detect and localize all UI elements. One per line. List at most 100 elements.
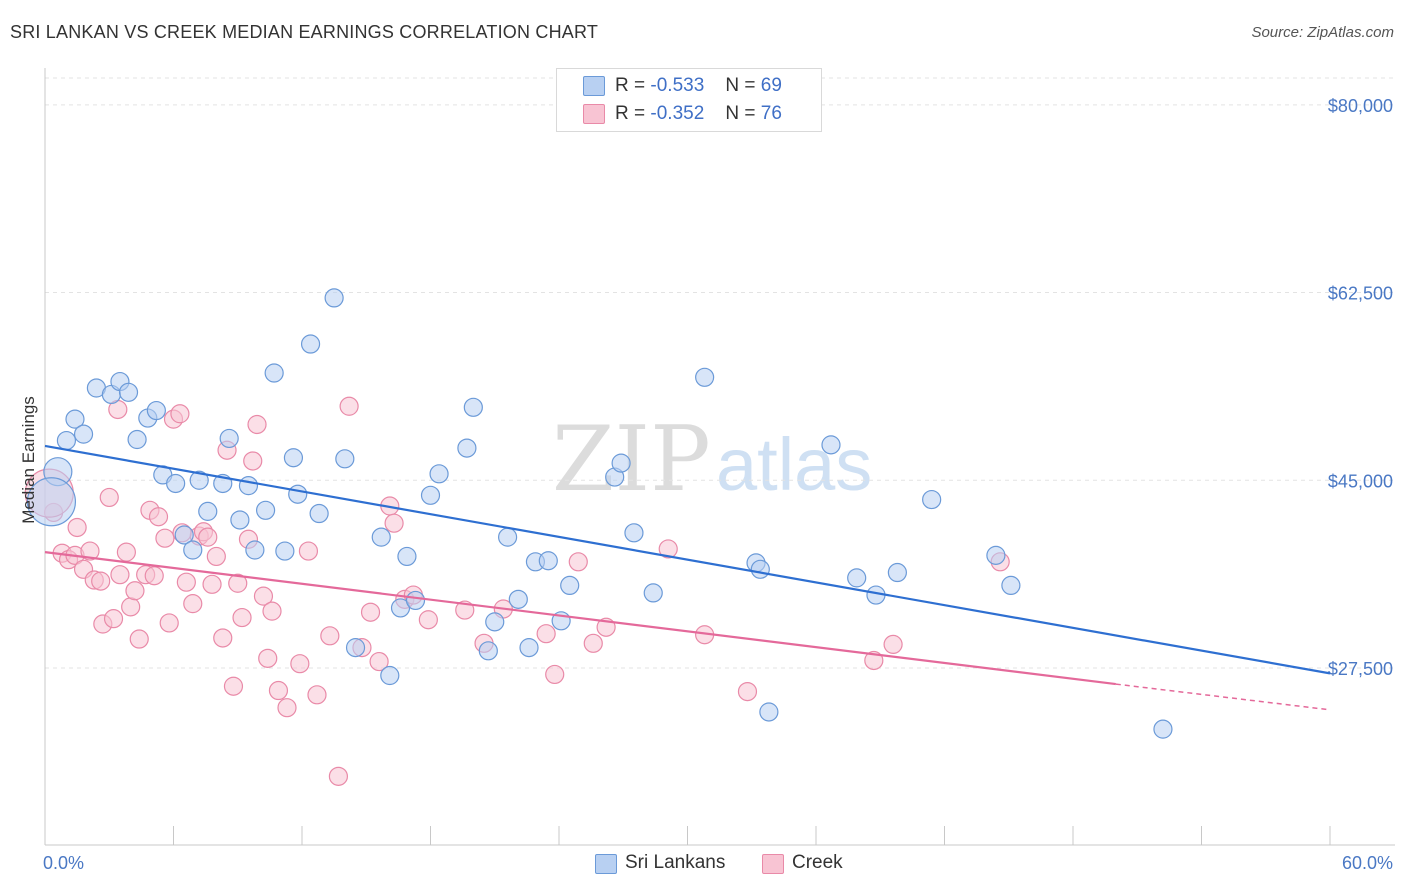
sri-lankans-point	[463, 397, 483, 417]
sri-lankans-point	[288, 484, 308, 504]
sri-lankans-point	[345, 638, 366, 658]
sri-lankans-point	[127, 429, 147, 450]
sri-lankans-point	[643, 583, 663, 603]
creek-point	[658, 539, 678, 559]
creek-point	[198, 527, 218, 547]
legend-r-label: R =	[615, 75, 646, 96]
x-tick-label: 0.0%	[43, 853, 84, 873]
sri-lankans-point	[230, 510, 250, 530]
sri-lankans-point	[255, 500, 276, 520]
creek-point	[298, 541, 319, 561]
source-label: Source: ZipAtlas.com	[1251, 24, 1394, 41]
creek-point	[148, 507, 169, 527]
creek-point	[583, 633, 603, 653]
sri-lankans-point	[390, 598, 411, 618]
creek-point	[268, 680, 289, 701]
sri-lankans-point	[118, 382, 139, 402]
creek-point	[99, 487, 119, 508]
sri-lankans-point	[405, 590, 426, 611]
sri-lankans-point	[519, 638, 539, 658]
creek-point	[277, 698, 297, 718]
creek-point	[232, 607, 252, 628]
creek-point	[369, 651, 389, 672]
creek-point	[110, 565, 130, 585]
creek-point	[176, 572, 196, 592]
sri-lankans-point	[56, 430, 77, 451]
creek-point	[384, 513, 404, 533]
creek-point	[536, 624, 556, 644]
y-tick-label: $80,000	[1328, 96, 1393, 116]
sri-lankans-point	[65, 409, 85, 429]
series-legend: Sri Lankans Creek	[0, 852, 1406, 876]
creek-point	[290, 654, 310, 674]
sri-lankans-point	[73, 424, 94, 444]
legend-r-value: -0.352	[650, 103, 705, 124]
sri-lankans-point	[245, 540, 265, 560]
tick-labels: $27,500 $45,000 $62,500 $80,000 0.0% 60.0%	[43, 96, 1393, 873]
sri-lankans-point	[420, 485, 441, 505]
series-swatch-blue	[595, 854, 617, 874]
sri-lankans-point	[922, 489, 942, 510]
creek-point	[247, 414, 267, 435]
creek-point	[103, 609, 124, 629]
chart-title: SRI LANKAN VS CREEK MEDIAN EARNINGS CORR…	[10, 22, 599, 42]
creek-point	[213, 628, 233, 648]
y-tick-label: $27,500	[1328, 659, 1393, 679]
legend-n-label: N =	[725, 103, 756, 124]
creek-point	[228, 573, 248, 593]
sri-lankans-point	[183, 540, 203, 560]
sri-lankans-point	[309, 503, 329, 524]
sri-lankans-point	[238, 476, 259, 496]
sri-lankans-point	[986, 545, 1006, 565]
sri-lankans-point	[335, 449, 355, 469]
series-swatch-pink	[762, 854, 784, 874]
creek-point	[737, 681, 758, 702]
creek-point	[125, 581, 145, 601]
y-axis-label: Median Earnings	[19, 396, 38, 524]
correlation-legend: R = -0.533 N = 69 R = -0.352 N = 76	[556, 68, 822, 132]
grid	[45, 77, 1395, 669]
sri-lankans-point	[189, 470, 209, 490]
sri-lankans-point	[275, 541, 295, 561]
creek-point	[202, 574, 222, 594]
sri-lankans-trend-line	[44, 444, 1331, 675]
sri-lankans-point	[371, 527, 391, 547]
creek-point	[568, 552, 588, 572]
creek-point	[159, 613, 179, 633]
creek-point	[320, 626, 340, 646]
creek-trend-extension	[1115, 683, 1331, 711]
y-tick-label: $45,000	[1328, 471, 1393, 491]
sri-lankans-point	[146, 400, 166, 421]
sri-lankans-point	[887, 562, 907, 583]
sri-lankans-point	[624, 523, 644, 543]
sri-lankans-point	[166, 473, 186, 494]
creek-point	[545, 664, 565, 685]
sri-lankans-point	[695, 367, 715, 387]
creek-point	[258, 648, 278, 668]
creek-point	[129, 629, 149, 649]
sri-lankans-point	[847, 568, 867, 588]
creek-point	[155, 528, 175, 548]
sri-lankans-point	[283, 448, 304, 468]
creek-point	[206, 546, 226, 567]
sri-lankans-point	[198, 501, 218, 521]
creek-point	[183, 594, 203, 614]
sri-lankans-point	[821, 435, 841, 455]
sri-lankans-point	[429, 464, 449, 484]
watermark-atlas: atlas	[716, 423, 872, 506]
sri-lankans-point	[26, 477, 77, 527]
creek-point	[243, 451, 263, 471]
creek-point	[121, 597, 141, 617]
axes	[44, 68, 1395, 846]
sri-lankans-point	[380, 665, 400, 686]
creek-point	[864, 650, 884, 671]
creek-point	[223, 676, 244, 696]
creek-point	[360, 602, 381, 622]
sri-lankans-point	[264, 363, 284, 383]
creek-point	[67, 517, 87, 538]
watermark-zip: ZIP	[552, 407, 711, 512]
sri-lankans-point	[1001, 575, 1021, 596]
sri-lankans-point	[759, 702, 779, 722]
sri-lankans-point	[611, 453, 631, 473]
